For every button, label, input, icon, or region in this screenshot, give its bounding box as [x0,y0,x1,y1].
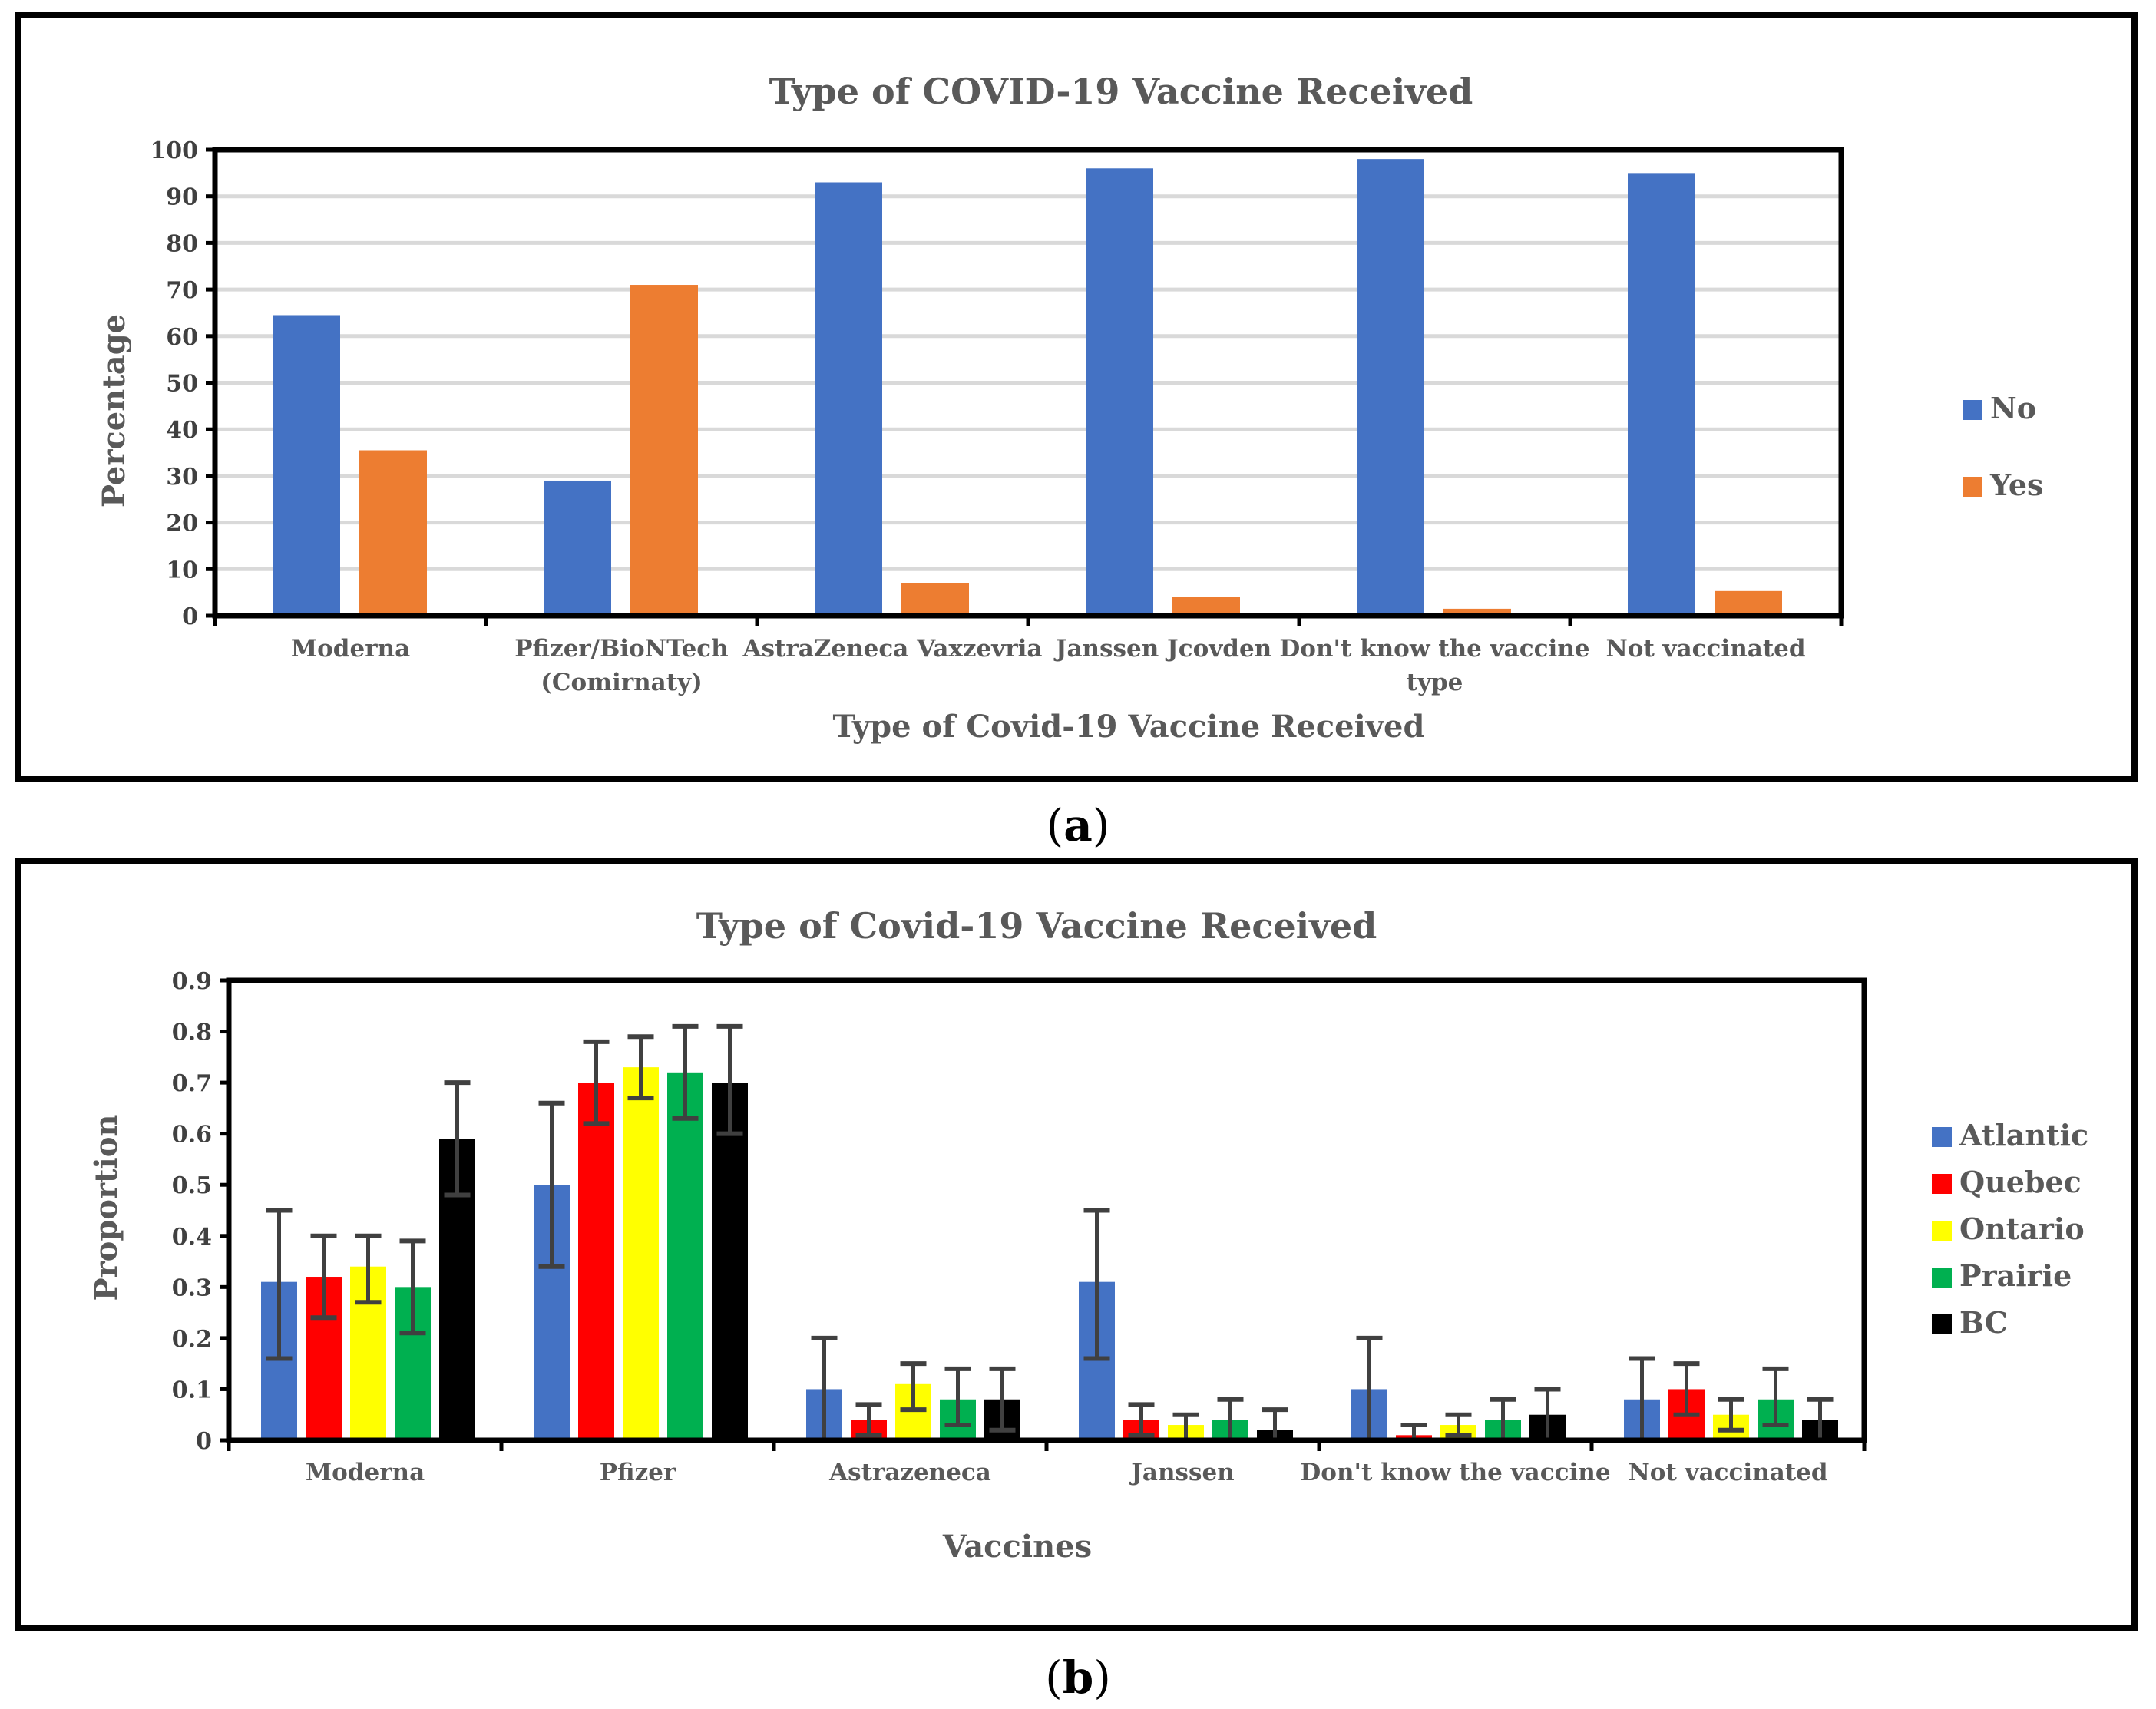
panel-b-y-tick-label: 0.9 [172,968,212,995]
panel-b-caption: (b) [1045,1651,1111,1704]
panel-b-legend: Atlantic Quebec Ontario Prairie BC [1932,1118,2088,1340]
panel-b-x-category-label: Astrazeneca [828,1459,991,1486]
panel-b-y-tick-label: 0.5 [172,1172,212,1199]
panel-a-x-category-label: Janssen Jcovden [1053,635,1271,663]
panel-b-title: Type of Covid-19 Vaccine Received [696,905,1377,947]
panel-b-legend-label: Quebec [1959,1165,2082,1199]
panel-b-y-tick-label: 0.3 [172,1274,212,1301]
panel-a-y-tick-label: 0 [182,603,198,630]
panel-b-frame [15,858,2138,1631]
panel-a-legend-label: Yes [1989,468,2043,502]
panel-b-y-tick-label: 0 [196,1428,212,1455]
panel-a-x-category-label: Moderna [291,635,410,663]
panel-a-legend: No Yes [1963,391,2043,502]
panel-a-y-tick-label: 60 [166,324,198,351]
panel-b-x-category-label: Not vaccinated [1628,1459,1827,1486]
panel-b-x-category-label: Janssen [1129,1459,1234,1486]
panel-b-legend-swatch [1932,1174,1952,1194]
panel-a-y-tick-label: 100 [150,137,198,164]
panel-b-legend-label: Atlantic [1959,1118,2088,1152]
panel-a-bar-yes [1715,590,1782,616]
panel-a-caption: (a) [1047,799,1110,851]
panel-a-y-tick-label: 20 [166,511,198,537]
panel-b-bar-bc [712,1083,748,1440]
panel-a-x-category-label: AstraZeneca Vaxzevria [742,635,1043,663]
panel-b-y-axis-label: Proportion [88,1115,124,1301]
panel-a-x-category-label: (Comirnaty) [541,669,703,696]
panel-a-y-tick-label: 90 [166,184,198,211]
panel-b-caption-letter: b [1063,1651,1094,1704]
panel-a-bar-yes [359,450,427,616]
panel-a-bar-no [815,182,882,616]
panel-a-bar-no [544,480,611,616]
panel-a-x-axis-label: Type of Covid-19 Vaccine Received [833,709,1425,745]
panel-b-chart: 0 0.1 0.2 0.3 0.4 0.5 0.6 0.7 0.8 0.9 Moderna Pfize… [172,968,1867,1486]
panel-b-legend-swatch [1932,1268,1952,1288]
panel-a-bar-no [1357,159,1424,616]
panel-a-bar-no [1086,168,1153,616]
panel-b-legend-label: Prairie [1959,1258,2072,1293]
panel-a-x-category-label: Don't know the vaccine [1279,635,1589,663]
panel-a-frame [15,12,2138,782]
panel-b-y-tick-label: 0.7 [172,1070,212,1097]
panel-a-bar-yes [1443,608,1511,616]
panel-a-legend-swatch [1963,400,1982,420]
panel-a-y-tick-label: 80 [166,230,198,257]
panel-a-legend-label: No [1990,391,2036,425]
panel-b-x-category-label: Moderna [306,1459,425,1486]
panel-a-title: Type of COVID-19 Vaccine Received [769,71,1473,112]
panel-a-x-category-label: Pfizer/BioNTech [514,635,728,663]
panel-b-legend-swatch [1932,1127,1952,1147]
panel-b-y-tick-label: 0.4 [172,1224,212,1251]
panel-a-y-tick-label: 30 [166,464,198,491]
panel-b-y-tick-label: 0.8 [172,1020,212,1046]
panel-a-bar-no [273,315,340,616]
panel-a-bar-yes [1172,597,1240,616]
panel-a-caption-letter: a [1063,799,1093,851]
panel-b-x-category-label: Pfizer [600,1459,676,1486]
panel-a-x-category-label: Not vaccinated [1605,635,1805,663]
panel-b-bar-ontario [623,1067,659,1440]
panel-b-bar-prairie [667,1072,703,1440]
panel-a-y-tick-label: 10 [166,557,198,583]
panel-a-bar-yes [901,583,969,616]
panel-b-x-category-label: Don't know the vaccine [1300,1459,1610,1486]
panel-b-legend-swatch [1932,1221,1952,1241]
panel-b-bar-quebec [578,1083,614,1440]
panel-a-y-tick-label: 50 [166,371,198,398]
panel-a-y-tick-label: 70 [166,277,198,304]
panel-b-x-axis-label: Vaccines [942,1529,1092,1565]
panel-b-y-tick-label: 0.1 [172,1377,212,1403]
panel-a-bar-yes [630,285,698,616]
panel-b-legend-swatch [1932,1314,1952,1334]
panel-a-bar-no [1628,173,1695,616]
panel-a-legend-swatch [1963,477,1982,497]
panel-a-y-tick-label: 40 [166,417,198,444]
panel-b-legend-label: Ontario [1959,1212,2085,1246]
panel-b-y-tick-label: 0.6 [172,1122,212,1149]
panel-b-y-tick-label: 0.2 [172,1326,212,1353]
panel-a-y-axis-label: Percentage [96,314,132,507]
panel-b-legend-label: BC [1959,1305,2008,1340]
panel-a-x-category-label: type [1407,669,1463,696]
panel-a-chart: 0 10 20 30 40 50 60 70 80 90 100 Moderna Pfizer/BioN… [150,137,1844,696]
